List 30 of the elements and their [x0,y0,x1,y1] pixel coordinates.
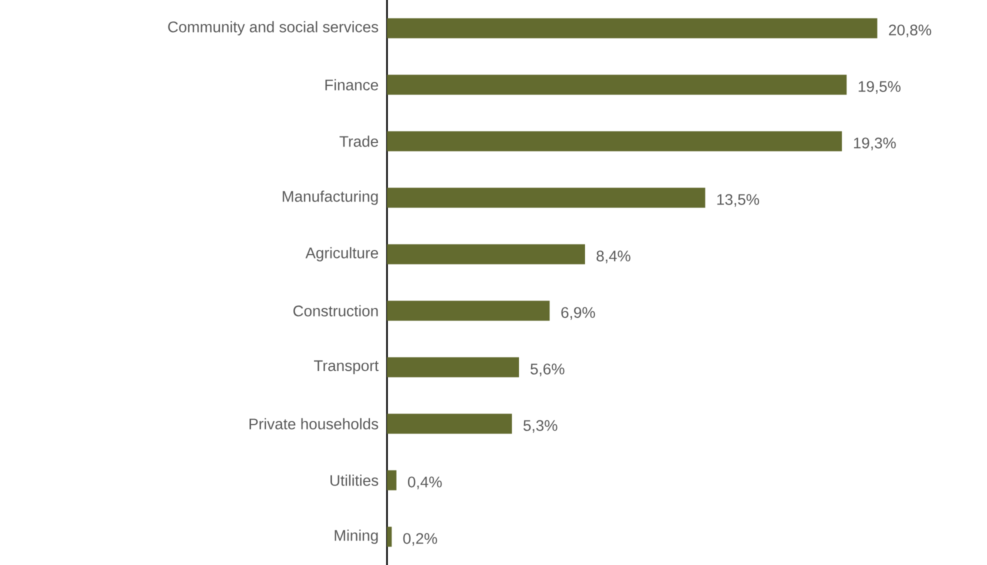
data-label: 20,8% [888,24,932,38]
data-label: 6,9% [561,307,595,320]
y-tick-label: Private households [250,418,378,430]
y-tick-label: Finance [325,79,378,90]
y-tick-label: Transport [314,360,379,374]
y-tick-label: Utilities [330,474,378,486]
data-label: 19,5% [858,81,901,94]
data-label: 5,3% [523,420,558,433]
y-tick-label: Agriculture [305,247,378,262]
y-tick-label: Construction [293,305,378,316]
bar [387,244,586,264]
data-label: 0,4% [408,476,442,490]
bar [387,131,842,152]
data-label: 5,6% [530,364,564,376]
data-label: 8,4% [596,250,630,264]
bar [387,357,520,378]
data-label: 0,2% [403,533,438,546]
bar [387,74,847,95]
data-label: 13,5% [717,194,760,207]
y-tick-label: Community and social services [168,21,378,36]
y-tick-label: Manufacturing [282,190,378,205]
bar [387,470,396,490]
bar [387,300,550,321]
y-tick-label: Trade [340,136,378,147]
bar [387,526,392,547]
y-tick-label: Mining [334,530,378,544]
bar [387,414,512,434]
data-label: 19,3% [854,138,896,150]
bar [387,188,706,208]
bar [387,18,878,38]
